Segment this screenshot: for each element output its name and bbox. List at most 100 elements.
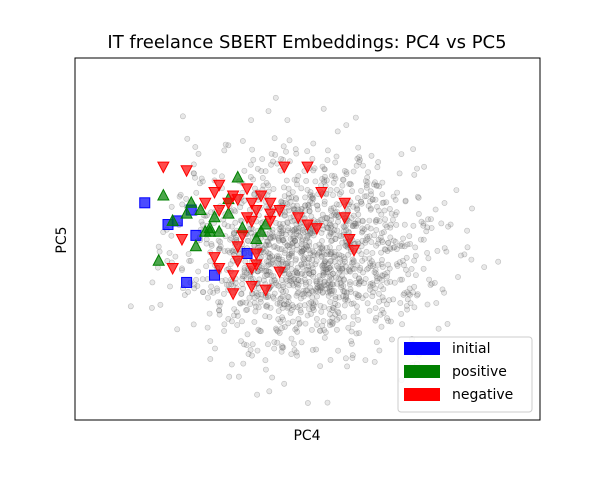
background-point <box>190 170 197 176</box>
background-point <box>399 243 405 250</box>
background-point <box>310 167 317 174</box>
background-point <box>218 173 225 180</box>
background-point <box>227 261 234 268</box>
background-point <box>379 294 386 301</box>
background-point <box>403 303 410 309</box>
background-point <box>414 291 421 298</box>
background-point <box>309 247 316 254</box>
background-point <box>322 257 329 264</box>
background-point <box>302 202 309 209</box>
background-point <box>232 280 239 286</box>
background-point <box>322 219 329 226</box>
background-point <box>270 256 276 263</box>
background-point <box>265 238 271 245</box>
background-point <box>300 255 306 262</box>
background-point <box>318 283 325 290</box>
background-point <box>208 283 215 290</box>
background-point <box>398 151 405 157</box>
background-point <box>303 279 309 286</box>
background-point <box>316 278 323 285</box>
background-point <box>381 246 388 253</box>
background-point <box>351 222 358 229</box>
background-point <box>347 278 353 285</box>
background-point <box>318 253 325 260</box>
background-point <box>399 257 406 264</box>
background-point <box>239 318 245 325</box>
background-point <box>414 165 420 172</box>
negative-point <box>180 165 193 178</box>
background-point <box>297 233 303 240</box>
background-point <box>276 221 283 227</box>
negative-point <box>263 215 277 228</box>
background-point <box>337 279 344 286</box>
background-point <box>306 278 313 285</box>
background-point <box>392 196 399 203</box>
background-point <box>284 227 291 234</box>
background-point <box>343 292 349 299</box>
background-point <box>262 168 269 175</box>
background-point <box>371 232 378 239</box>
background-point <box>284 301 291 307</box>
background-point <box>376 218 383 224</box>
background-point <box>286 277 293 284</box>
background-point <box>194 283 201 289</box>
background-point <box>238 338 244 344</box>
background-point <box>346 281 353 288</box>
background-point <box>328 216 335 223</box>
background-point <box>271 277 278 283</box>
background-point <box>294 181 300 188</box>
background-point <box>353 303 360 310</box>
background-point <box>368 239 375 245</box>
background-point <box>320 265 327 272</box>
background-point <box>332 293 339 300</box>
background-point <box>228 361 235 368</box>
background-point <box>379 239 386 245</box>
background-point <box>404 241 411 248</box>
background-point <box>321 265 328 272</box>
background-point <box>316 249 323 255</box>
background-point <box>214 287 221 294</box>
background-point <box>275 236 282 243</box>
background-point <box>342 355 349 362</box>
background-point <box>307 230 314 236</box>
initial-point <box>241 247 253 259</box>
background-point <box>363 184 370 191</box>
background-point <box>179 201 186 208</box>
background-point <box>425 216 431 223</box>
background-point <box>268 278 275 284</box>
background-point <box>311 165 318 172</box>
background-point <box>323 177 330 184</box>
background-point <box>420 220 427 227</box>
background-point <box>319 238 325 244</box>
background-point <box>288 248 295 255</box>
background-point <box>433 300 440 306</box>
background-point <box>332 296 339 302</box>
background-point <box>321 327 328 333</box>
background-point <box>294 328 301 335</box>
negative-point <box>245 197 259 210</box>
background-point <box>212 345 218 352</box>
background-point <box>327 266 334 273</box>
background-point <box>331 258 338 265</box>
background-point <box>363 182 370 189</box>
background-point <box>312 261 319 268</box>
background-point <box>312 299 319 306</box>
background-point <box>356 275 362 281</box>
background-point <box>336 269 342 276</box>
background-point <box>276 230 283 237</box>
background-point <box>292 237 298 244</box>
background-point <box>304 266 311 273</box>
background-point <box>331 227 338 234</box>
background-point <box>167 283 173 290</box>
background-point <box>370 281 376 288</box>
negative-point <box>198 197 212 210</box>
background-point <box>333 201 340 208</box>
background-point <box>302 207 309 214</box>
background-point <box>276 246 283 253</box>
background-point <box>155 243 162 250</box>
positive-point <box>203 221 217 234</box>
background-point <box>283 288 289 295</box>
background-point <box>347 289 354 295</box>
background-point <box>369 280 376 287</box>
